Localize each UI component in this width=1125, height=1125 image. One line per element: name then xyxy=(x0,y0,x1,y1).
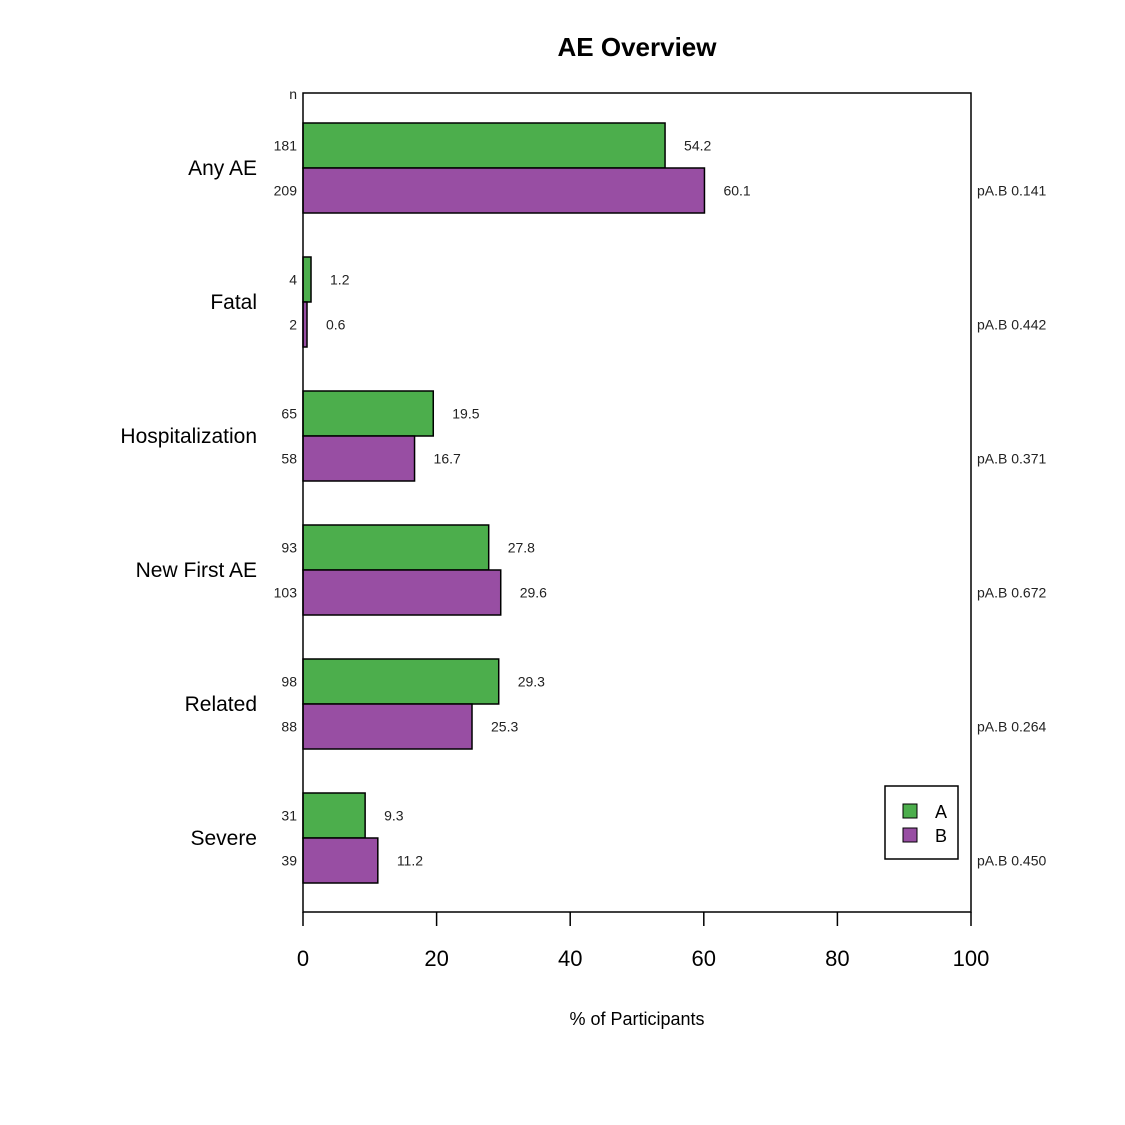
x-tick-label-0: 0 xyxy=(297,946,309,971)
bar-severe-b xyxy=(302,837,379,884)
p-value-related: pA.B 0.264 xyxy=(977,719,1046,735)
x-axis: 0 20 40 60 80 100 xyxy=(297,912,989,971)
value-label-new-first-ae-a: 27.8 xyxy=(508,540,535,556)
n-label-severe-b: 39 xyxy=(281,853,297,869)
n-label-fatal-a: 4 xyxy=(289,272,297,288)
bar-related-b xyxy=(302,703,473,750)
plot-frame xyxy=(302,92,972,913)
legend-box xyxy=(884,785,959,860)
bar-severe-a xyxy=(302,792,366,839)
category-label-new-first-ae: New First AE xyxy=(136,559,257,582)
n-label-any-ae-a: 181 xyxy=(274,138,298,154)
value-label-severe-a: 9.3 xyxy=(384,808,404,824)
bar-hospitalization-a xyxy=(302,390,435,437)
n-label-related-a: 98 xyxy=(281,674,297,690)
x-axis-label: % of Participants xyxy=(569,1009,704,1029)
n-header: n xyxy=(289,86,297,102)
x-tick-label-40: 40 xyxy=(558,946,582,971)
bar-any-ae-b xyxy=(302,167,706,214)
value-label-fatal-b: 0.6 xyxy=(326,317,346,333)
value-label-any-ae-b: 60.1 xyxy=(723,183,750,199)
p-value-new-first-ae: pA.B 0.672 xyxy=(977,585,1046,601)
n-label-severe-a: 31 xyxy=(281,808,297,824)
value-label-hospitalization-b: 16.7 xyxy=(434,451,461,467)
x-tick-label-60: 60 xyxy=(692,946,716,971)
value-label-new-first-ae-b: 29.6 xyxy=(520,585,547,601)
legend-swatch-a xyxy=(902,803,918,819)
chart-title: AE Overview xyxy=(558,32,718,62)
n-label-hospitalization-b: 58 xyxy=(281,451,297,467)
n-label-new-first-ae-a: 93 xyxy=(281,540,297,556)
bar-hospitalization-b xyxy=(302,435,416,482)
legend-label-a: A xyxy=(935,802,947,822)
legend-swatch-b xyxy=(902,827,918,843)
n-label-fatal-b: 2 xyxy=(289,317,297,333)
p-value-hospitalization: pA.B 0.371 xyxy=(977,451,1046,467)
bar-new-first-ae-a xyxy=(302,524,490,571)
legend-label-b: B xyxy=(935,826,947,846)
n-label-new-first-ae-b: 103 xyxy=(274,585,298,601)
category-label-any-ae: Any AE xyxy=(188,157,257,180)
bar-related-a xyxy=(302,658,500,705)
bar-new-first-ae-b xyxy=(302,569,502,616)
bar-fatal-a xyxy=(302,256,312,303)
category-label-related: Related xyxy=(185,693,257,716)
n-label-related-b: 88 xyxy=(281,719,297,735)
n-label-any-ae-b: 209 xyxy=(274,183,298,199)
x-tick-label-20: 20 xyxy=(424,946,448,971)
p-value-any-ae: pA.B 0.141 xyxy=(977,183,1046,199)
value-label-related-a: 29.3 xyxy=(518,674,545,690)
legend: A B xyxy=(884,785,959,860)
value-label-severe-b: 11.2 xyxy=(397,853,423,869)
p-value-severe: pA.B 0.450 xyxy=(977,853,1046,869)
value-label-any-ae-a: 54.2 xyxy=(684,138,711,154)
category-label-fatal: Fatal xyxy=(210,291,257,314)
bars-group: Any AE 181 54.2 209 60.1 pA.B 0.141 Fatal 4 1.2 2… xyxy=(120,122,1046,884)
p-value-fatal: pA.B 0.442 xyxy=(977,317,1046,333)
x-tick-label-80: 80 xyxy=(825,946,849,971)
category-label-severe: Severe xyxy=(190,827,257,850)
value-label-hospitalization-a: 19.5 xyxy=(452,406,479,422)
value-label-related-b: 25.3 xyxy=(491,719,518,735)
bar-any-ae-a xyxy=(302,122,666,169)
value-label-fatal-a: 1.2 xyxy=(330,272,350,288)
x-tick-label-100: 100 xyxy=(953,946,990,971)
category-label-hospitalization: Hospitalization xyxy=(120,425,257,448)
n-label-hospitalization-a: 65 xyxy=(281,406,297,422)
